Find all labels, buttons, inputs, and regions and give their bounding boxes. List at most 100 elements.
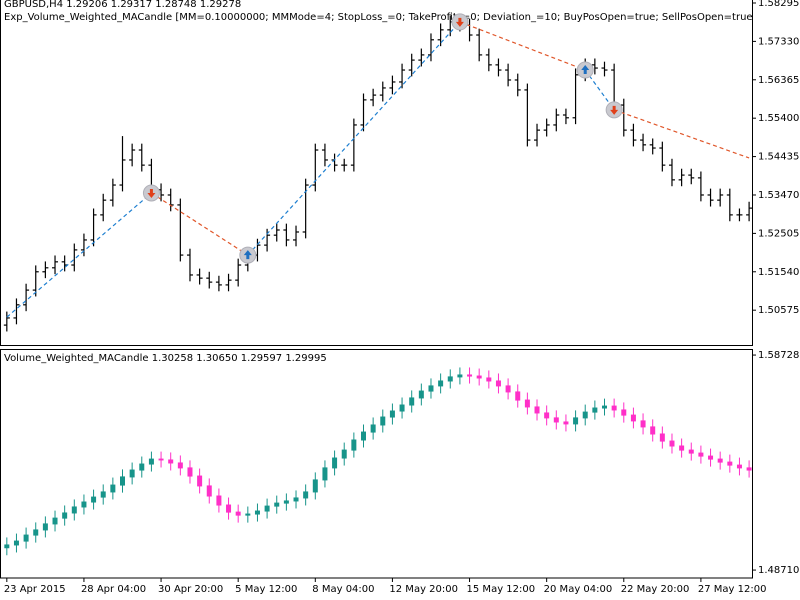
candle-body	[206, 485, 212, 497]
candle-body	[274, 502, 280, 507]
candle-body	[177, 462, 183, 469]
candle-body	[91, 496, 97, 503]
candle-body	[534, 406, 540, 414]
candle-body	[361, 431, 366, 441]
indicator-panel: Volume_Weighted_MACandle 1.30258 1.30650…	[4, 353, 752, 556]
y-tick-label: 1.51540	[758, 267, 799, 278]
candle-body	[13, 540, 19, 546]
x-tick-label: 15 May 12:00	[467, 584, 536, 595]
x-tick-label: 22 May 20:00	[621, 584, 690, 595]
candle-body	[621, 409, 627, 416]
candle-body	[553, 417, 559, 423]
x-tick-label: 23 Apr 2015	[4, 584, 66, 595]
candle-body	[640, 420, 646, 428]
y-tick-label: 1.55400	[758, 113, 799, 124]
trade-line	[247, 21, 461, 256]
candle-body	[544, 412, 550, 419]
sell-signal	[451, 13, 469, 31]
candle-body	[312, 479, 318, 493]
candle-body	[438, 380, 444, 387]
candle-body	[148, 458, 154, 465]
sell-signal	[142, 184, 160, 202]
price-panel: GBPUSD,H4 1.29206 1.29317 1.28748 1.2927…	[3, 0, 800, 332]
y-tick-label: 1.57330	[758, 36, 799, 47]
price-panel-frame	[0, 0, 753, 346]
candle-body	[254, 510, 260, 515]
candle-body	[129, 469, 135, 478]
candle-body	[717, 458, 723, 463]
y-tick-label: 1.58728	[758, 350, 799, 361]
candle-body	[139, 463, 145, 471]
candle-body	[351, 439, 357, 451]
signal-arrow	[610, 105, 619, 115]
candle-body	[447, 376, 453, 382]
candle-body	[486, 377, 492, 382]
candle-body	[698, 452, 704, 457]
candle-body	[370, 424, 376, 433]
candle-body	[332, 457, 338, 469]
candle-body	[322, 467, 328, 481]
y-tick-label: 1.56365	[758, 75, 799, 86]
candle-body	[71, 506, 77, 514]
candle-body	[409, 397, 415, 406]
y-tick-label: 1.53470	[758, 190, 799, 201]
candle-body	[746, 467, 752, 471]
candle-body	[283, 500, 289, 504]
x-tick-label: 30 Apr 20:00	[158, 584, 223, 595]
candle-body	[100, 491, 106, 498]
x-tick-label: 8 May 04:00	[312, 584, 374, 595]
candle-body	[573, 417, 579, 425]
signal-arrow	[581, 65, 590, 75]
candle-body	[293, 497, 299, 502]
candle-body	[736, 464, 742, 469]
candle-body	[303, 491, 309, 499]
candle-body	[399, 404, 405, 412]
candle-body	[592, 407, 598, 413]
trade-line	[459, 21, 586, 71]
candle-body	[630, 414, 636, 422]
candle-body	[428, 385, 434, 392]
candle-body	[216, 495, 222, 506]
candle-body	[602, 405, 607, 409]
buy-signal	[239, 246, 257, 264]
candle-body	[659, 433, 665, 442]
candle-body	[418, 390, 424, 399]
candle-body	[158, 458, 164, 461]
candle-body	[197, 475, 203, 487]
signal-arrow	[455, 17, 464, 27]
candle-body	[4, 544, 10, 549]
candle-body	[380, 416, 386, 426]
candle-body	[120, 476, 125, 486]
candle-body	[52, 517, 58, 525]
candle-body	[235, 511, 241, 516]
candle-body	[110, 484, 116, 493]
expert-title: Exp_Volume_Weighted_MACandle [MM=0.10000…	[4, 12, 800, 23]
sell-signal	[605, 101, 623, 119]
candle-body	[245, 513, 251, 516]
candle-body	[563, 421, 569, 425]
axes: 1.58295 1.57330 1.56365 1.55400 1.54435 1.534…	[4, 0, 800, 595]
indicator-title: Volume_Weighted_MACandle 1.30258 1.30650…	[4, 353, 327, 364]
candle-body	[688, 449, 694, 454]
chart-title: GBPUSD,H4 1.29206 1.29317 1.28748 1.2927…	[4, 0, 241, 10]
candle-body	[33, 529, 39, 536]
candle-body	[727, 461, 733, 466]
candle-body	[476, 375, 482, 379]
candle-body	[264, 505, 270, 512]
y-tick-label: 1.50575	[758, 305, 799, 316]
candle-body	[650, 426, 656, 435]
candle-body	[187, 467, 193, 477]
trade-line	[6, 192, 152, 318]
trade-line	[613, 109, 750, 159]
candle-body	[389, 410, 395, 418]
candle-body	[669, 440, 675, 447]
candle-body	[505, 385, 511, 393]
candle-body	[467, 374, 473, 377]
indicator-panel-frame	[0, 349, 753, 579]
candle-body	[515, 391, 521, 401]
candle-body	[42, 523, 48, 531]
candle-body	[81, 501, 87, 508]
y-tick-label: 1.52505	[758, 228, 799, 239]
